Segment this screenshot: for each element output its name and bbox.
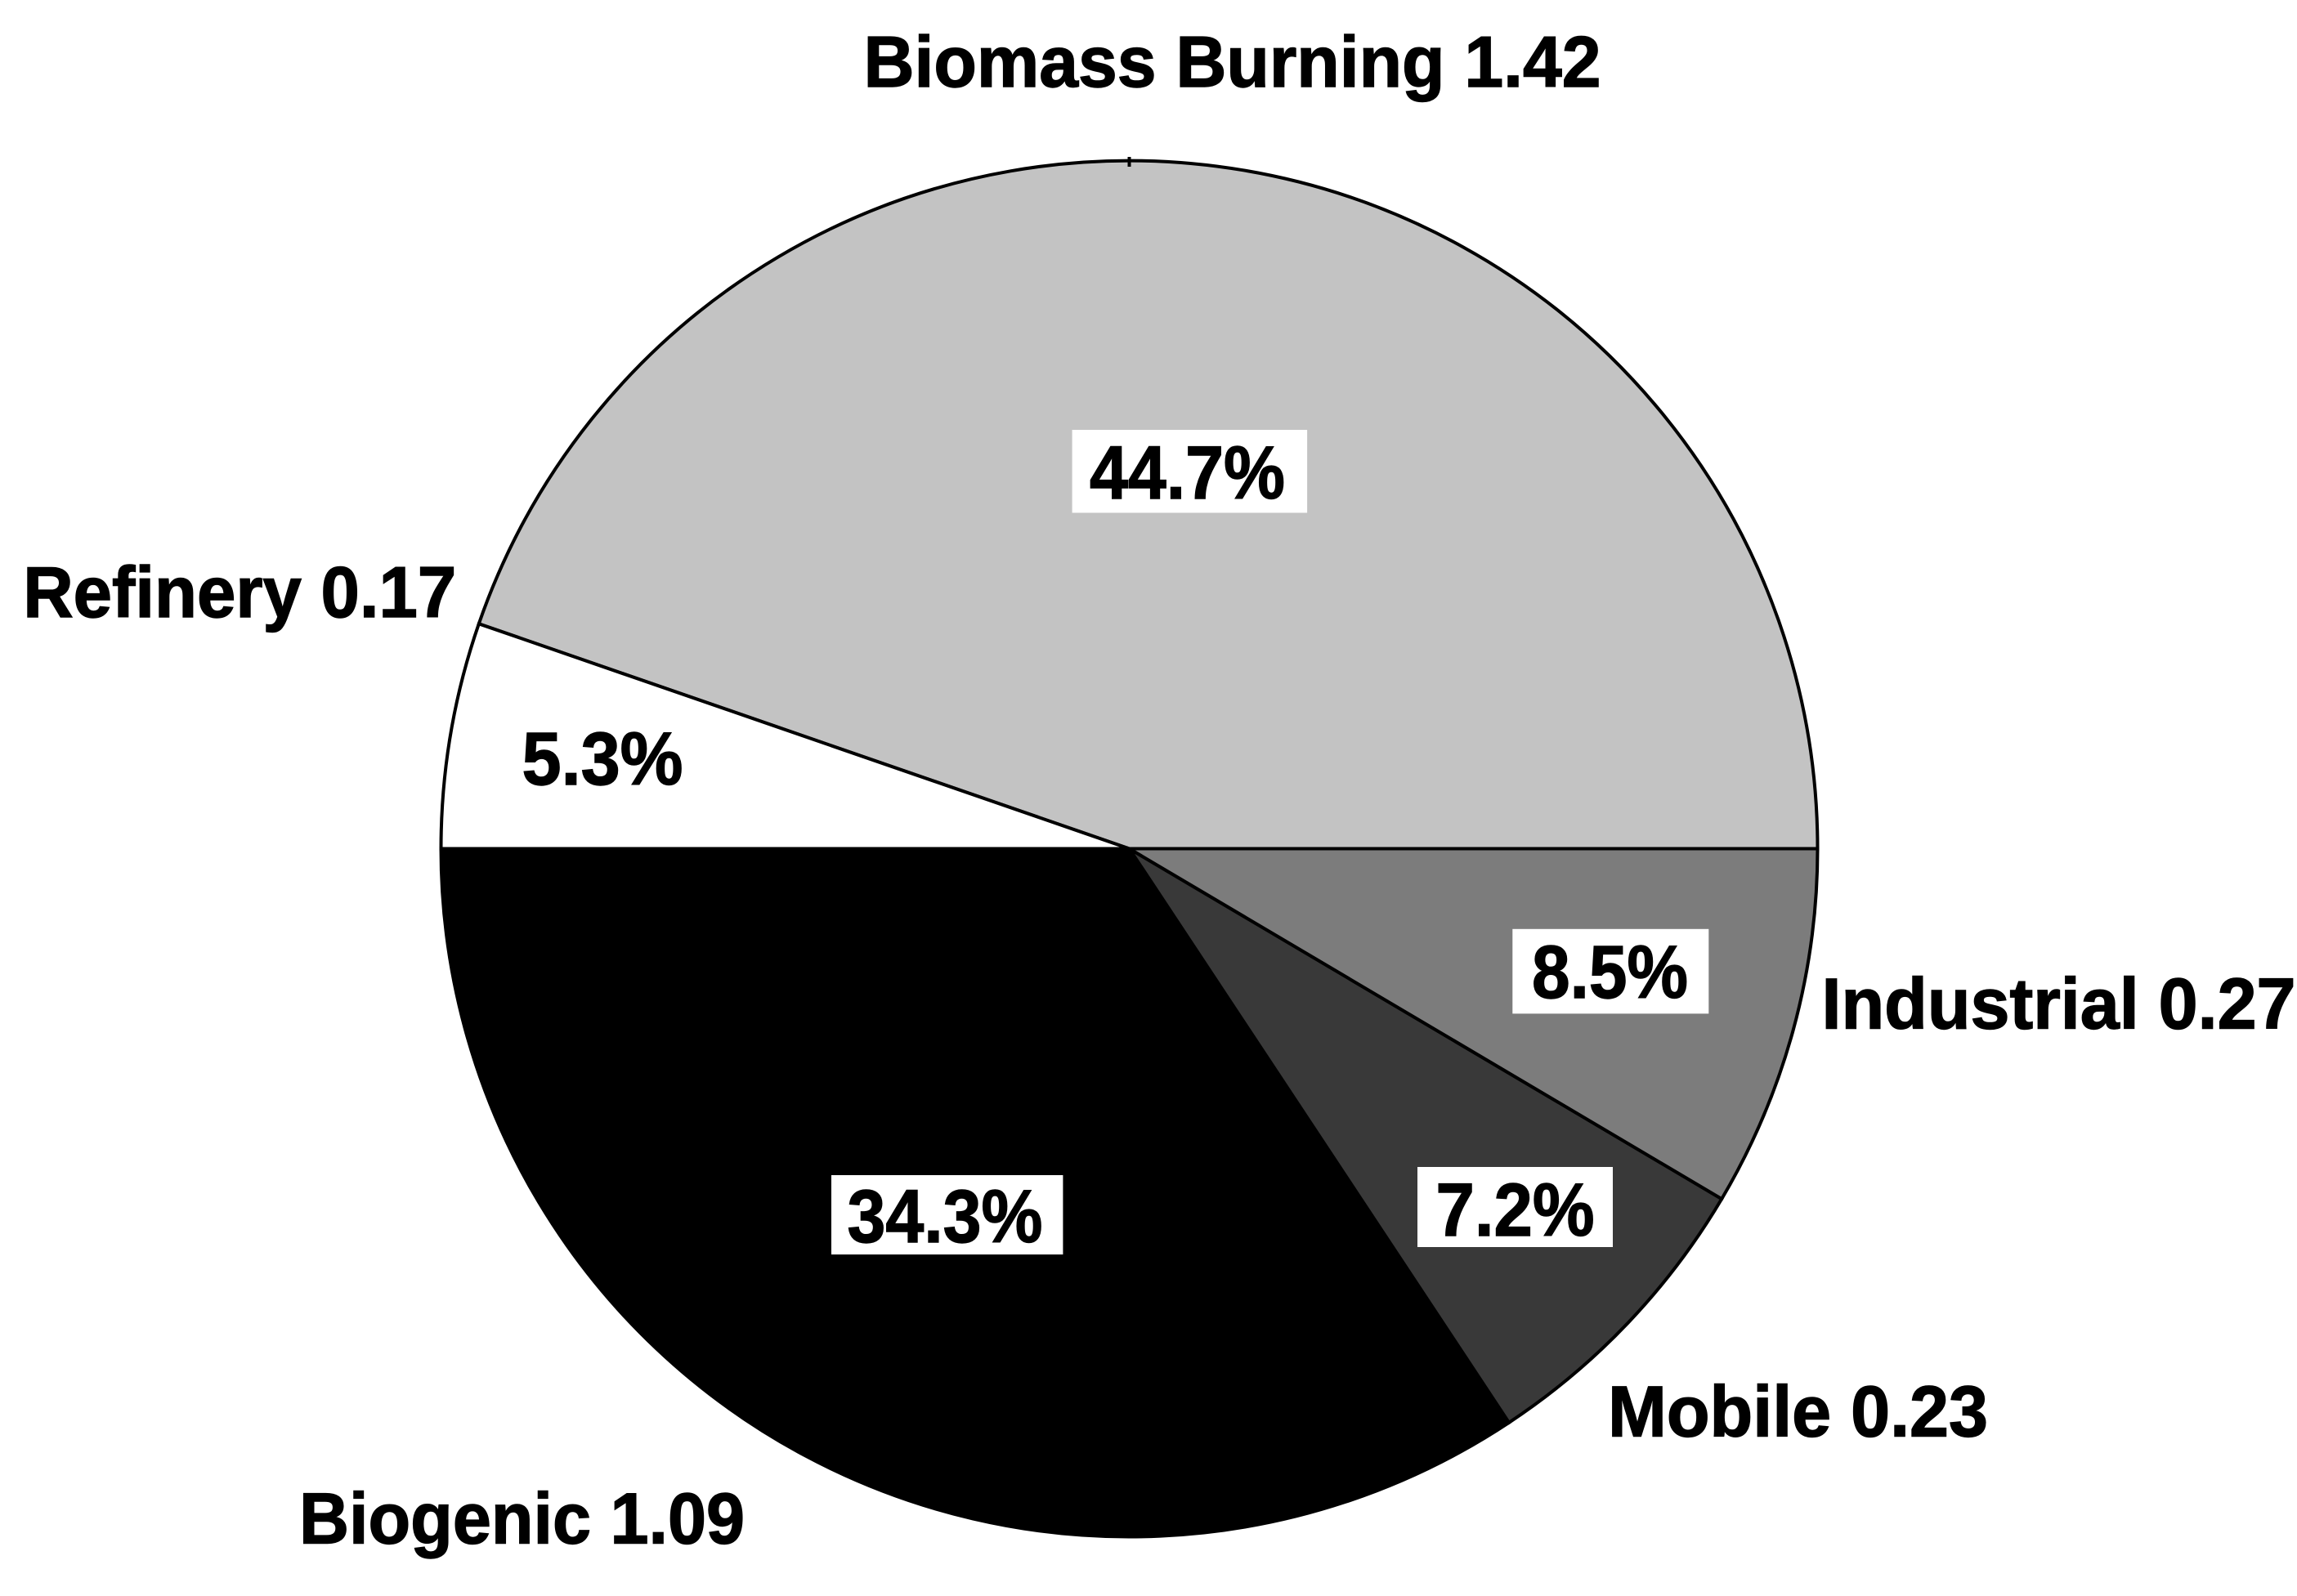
- svg-text:7.2%: 7.2%: [1436, 1169, 1595, 1252]
- svg-text:34.3%: 34.3%: [848, 1175, 1043, 1258]
- svg-text:44.7%: 44.7%: [1090, 431, 1285, 515]
- svg-text:Industrial 0.27: Industrial 0.27: [1822, 963, 2296, 1044]
- svg-text:Mobile 0.23: Mobile 0.23: [1608, 1370, 1988, 1451]
- svg-text:5.3%: 5.3%: [522, 718, 683, 801]
- svg-text:8.5%: 8.5%: [1532, 931, 1688, 1014]
- svg-text:Biogenic 1.09: Biogenic 1.09: [299, 1478, 745, 1559]
- svg-text:Refinery 0.17: Refinery 0.17: [23, 552, 456, 633]
- svg-text:Biomass Burning 1.42: Biomass Burning 1.42: [864, 21, 1601, 102]
